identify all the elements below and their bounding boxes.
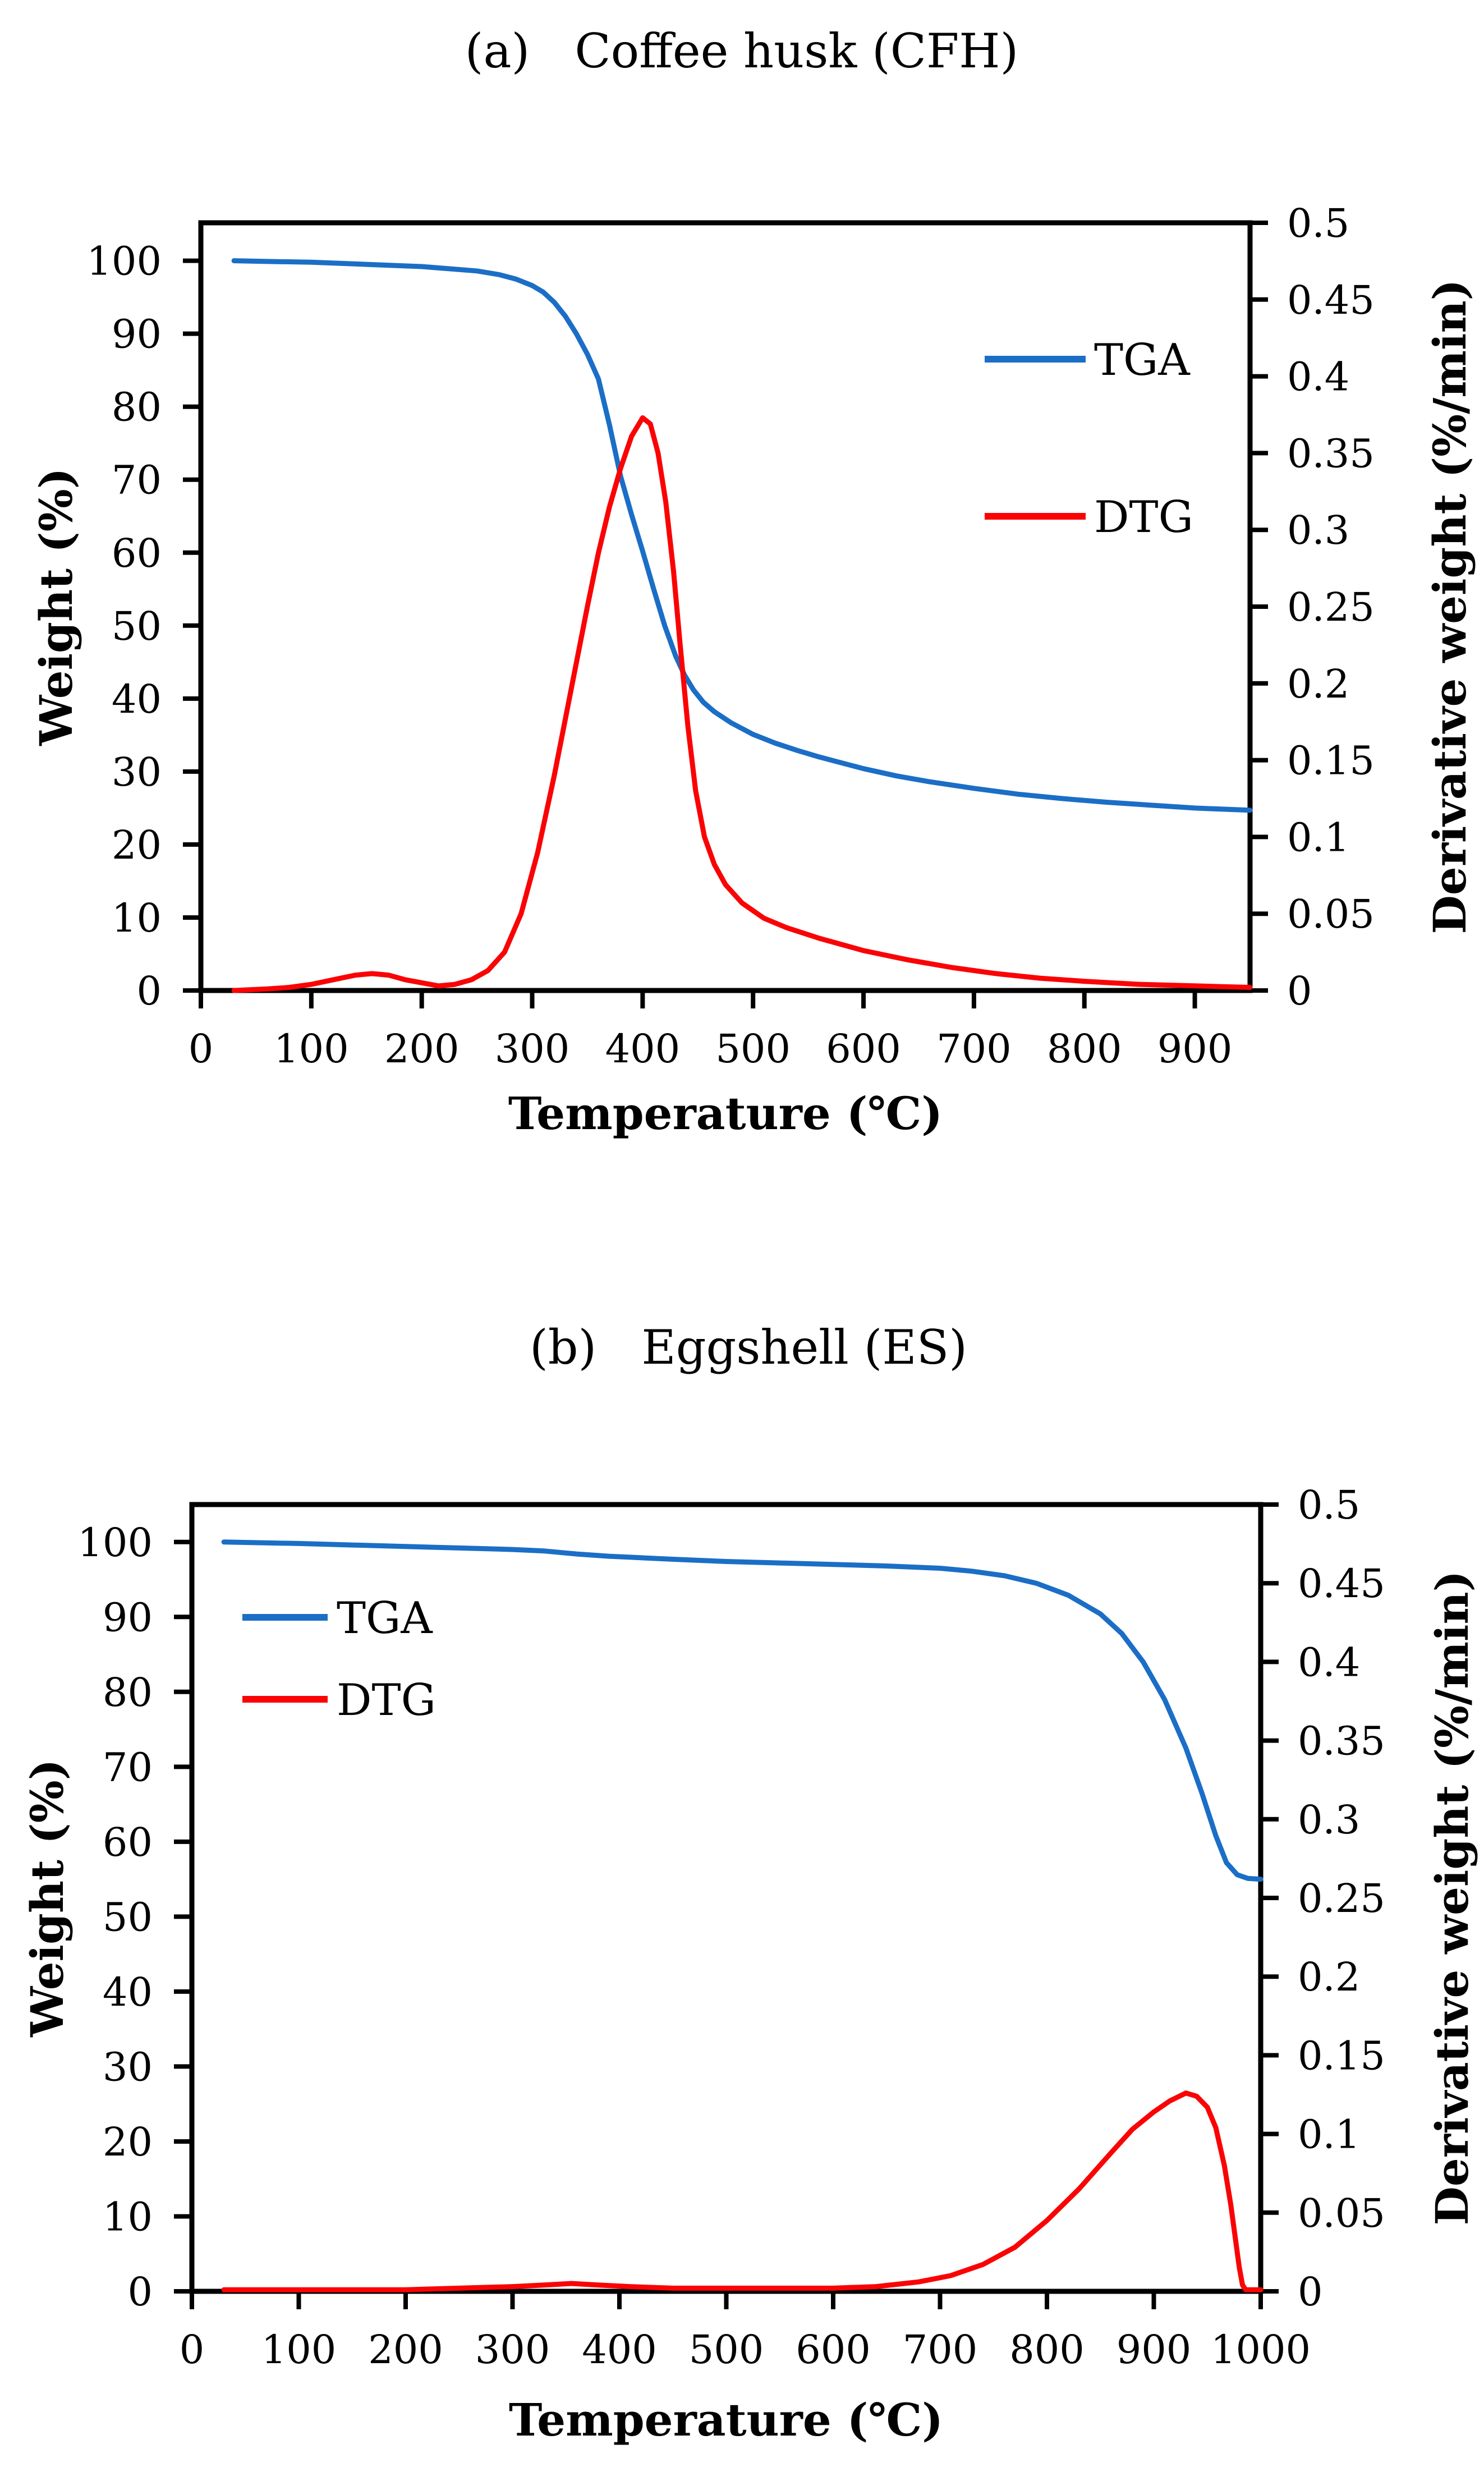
left-axis-tick-label: 90 [103, 1594, 153, 1640]
left-axis-tick-label: 60 [112, 530, 162, 576]
dtg-curve [231, 415, 1253, 993]
left-axis-tick-label: 10 [103, 2194, 153, 2240]
right-axis-tick-label: 0.45 [1298, 1561, 1385, 1607]
x-axis-tick-label: 200 [368, 2327, 443, 2373]
x-axis-tick-label: 300 [475, 2327, 550, 2373]
left-axis-tick-label: 30 [103, 2044, 153, 2090]
x-axis-tick-label: 300 [495, 1026, 570, 1072]
right-axis-tick-label: 0.15 [1298, 2033, 1385, 2079]
right-axis-tick-label: 0 [1298, 2269, 1323, 2315]
panel-a-right-axis-title: Derivative weight (%/min) [1423, 279, 1476, 934]
right-axis-tick-label: 0.35 [1298, 1718, 1385, 1764]
right-axis-tick-label: 0.1 [1298, 2112, 1360, 2158]
left-axis-tick-label: 0 [127, 2269, 153, 2315]
right-axis-tick-label: 0.15 [1287, 738, 1375, 784]
x-axis-tick-label: 800 [1047, 1026, 1122, 1072]
right-axis-tick-label: 0.35 [1287, 430, 1375, 476]
right-axis-tick-label: 0.1 [1287, 814, 1349, 860]
x-axis-tick-label: 500 [715, 1026, 791, 1072]
left-axis-tick-label: 30 [112, 749, 162, 795]
right-axis-tick-label: 0 [1287, 968, 1312, 1014]
right-axis-tick-label: 0.3 [1287, 507, 1349, 553]
panel-b-x-axis-title: Temperature (℃) [509, 2393, 943, 2446]
right-axis-tick-label: 0.3 [1298, 1797, 1360, 1843]
x-axis-tick-label: 700 [903, 2327, 978, 2373]
left-axis-tick-label: 50 [103, 1894, 153, 1940]
left-axis-tick-label: 50 [112, 603, 162, 649]
right-axis-tick-label: 0.45 [1287, 277, 1375, 323]
left-axis-tick-label: 70 [112, 457, 162, 503]
legend-label-dtg: DTG [1094, 492, 1193, 543]
panel-b: (b) Eggshell (ES) 0 100 200 300 400 500 600 700… [21, 1320, 1478, 2446]
right-axis-tick-label: 0.05 [1298, 2190, 1385, 2236]
panel-a-plot-area: 0 100 200 300 400 500 600 700 800 900010203040506… [86, 200, 1374, 1072]
x-axis-tick-label: 0 [189, 1026, 214, 1072]
panel-a-x-axis-title: Temperature (℃) [508, 1087, 943, 1140]
left-axis-tick-label: 40 [103, 1969, 153, 2015]
legend-label-dtg: DTG [337, 1675, 436, 1726]
tga-curve [231, 258, 1253, 813]
x-axis-tick-label: 700 [936, 1026, 1012, 1072]
left-axis-tick-label: 80 [103, 1670, 153, 1716]
panel-b-title: (b) Eggshell (ES) [530, 1320, 967, 1375]
x-axis-tick-label: 100 [274, 1026, 349, 1072]
left-axis-tick-label: 80 [112, 384, 162, 430]
x-axis-tick-label: 100 [261, 2327, 337, 2373]
right-axis-tick-label: 0.5 [1287, 200, 1349, 246]
tga-curve [221, 1539, 1264, 1882]
right-axis-tick-label: 0.05 [1287, 891, 1375, 937]
left-axis-tick-label: 100 [86, 239, 162, 285]
x-axis-tick-label: 600 [826, 1026, 901, 1072]
left-axis-tick-label: 100 [77, 1520, 153, 1566]
left-axis-tick-label: 10 [112, 895, 162, 941]
x-axis-tick-label: 600 [796, 2327, 871, 2373]
right-axis-tick-label: 0.2 [1298, 1954, 1360, 2000]
x-axis-tick-label: 900 [1157, 1026, 1233, 1072]
left-axis-tick-label: 20 [112, 822, 162, 868]
left-axis-tick-label: 0 [136, 968, 162, 1014]
panel-b-legend: TGA DTG [242, 1593, 436, 1726]
panel-a-legend: TGA DTG [985, 335, 1193, 543]
right-axis-tick-label: 0.5 [1298, 1482, 1360, 1528]
legend-label-tga: TGA [337, 1593, 433, 1644]
legend-label-tga: TGA [1094, 335, 1191, 386]
x-axis-tick-label: 200 [384, 1026, 460, 1072]
right-axis-tick-label: 0.4 [1298, 1639, 1360, 1685]
left-axis-tick-label: 60 [103, 1819, 153, 1865]
x-axis-tick-label: 900 [1117, 2327, 1192, 2373]
panel-a-title: (a) Coffee husk (CFH) [465, 24, 1019, 79]
left-axis-tick-label: 20 [103, 2119, 153, 2165]
panel-b-right-axis-title: Derivative weight (%/min) [1426, 1571, 1478, 2226]
x-axis-tick-label: 1000 [1211, 2327, 1311, 2373]
x-axis-tick-label: 0 [180, 2327, 205, 2373]
x-axis-tick-label: 400 [605, 1026, 681, 1072]
right-axis-tick-label: 0.4 [1287, 354, 1349, 400]
left-axis-tick-label: 70 [103, 1744, 153, 1790]
right-axis-tick-label: 0.2 [1287, 661, 1349, 707]
x-axis-tick-label: 500 [689, 2327, 764, 2373]
right-axis-tick-label: 0.25 [1287, 584, 1375, 630]
x-axis-tick-label: 800 [1009, 2327, 1085, 2373]
right-axis-tick-label: 0.25 [1298, 1875, 1385, 1921]
panel-a: (a) Coffee husk (CFH) 0 100 200 300 400 500 60… [30, 24, 1476, 1140]
x-axis-tick-label: 400 [582, 2327, 657, 2373]
panel-b-plot-area: 0 100 200 300 400 500 600 700 800 900 100001020304… [77, 1482, 1385, 2373]
left-axis-tick-label: 40 [112, 676, 162, 722]
dtg-curve [221, 2090, 1264, 2292]
panel-a-left-axis-title: Weight (%) [30, 467, 82, 746]
panel-b-left-axis-title: Weight (%) [21, 1759, 73, 2037]
left-axis-tick-label: 90 [112, 311, 162, 357]
plot-border [198, 220, 1253, 993]
